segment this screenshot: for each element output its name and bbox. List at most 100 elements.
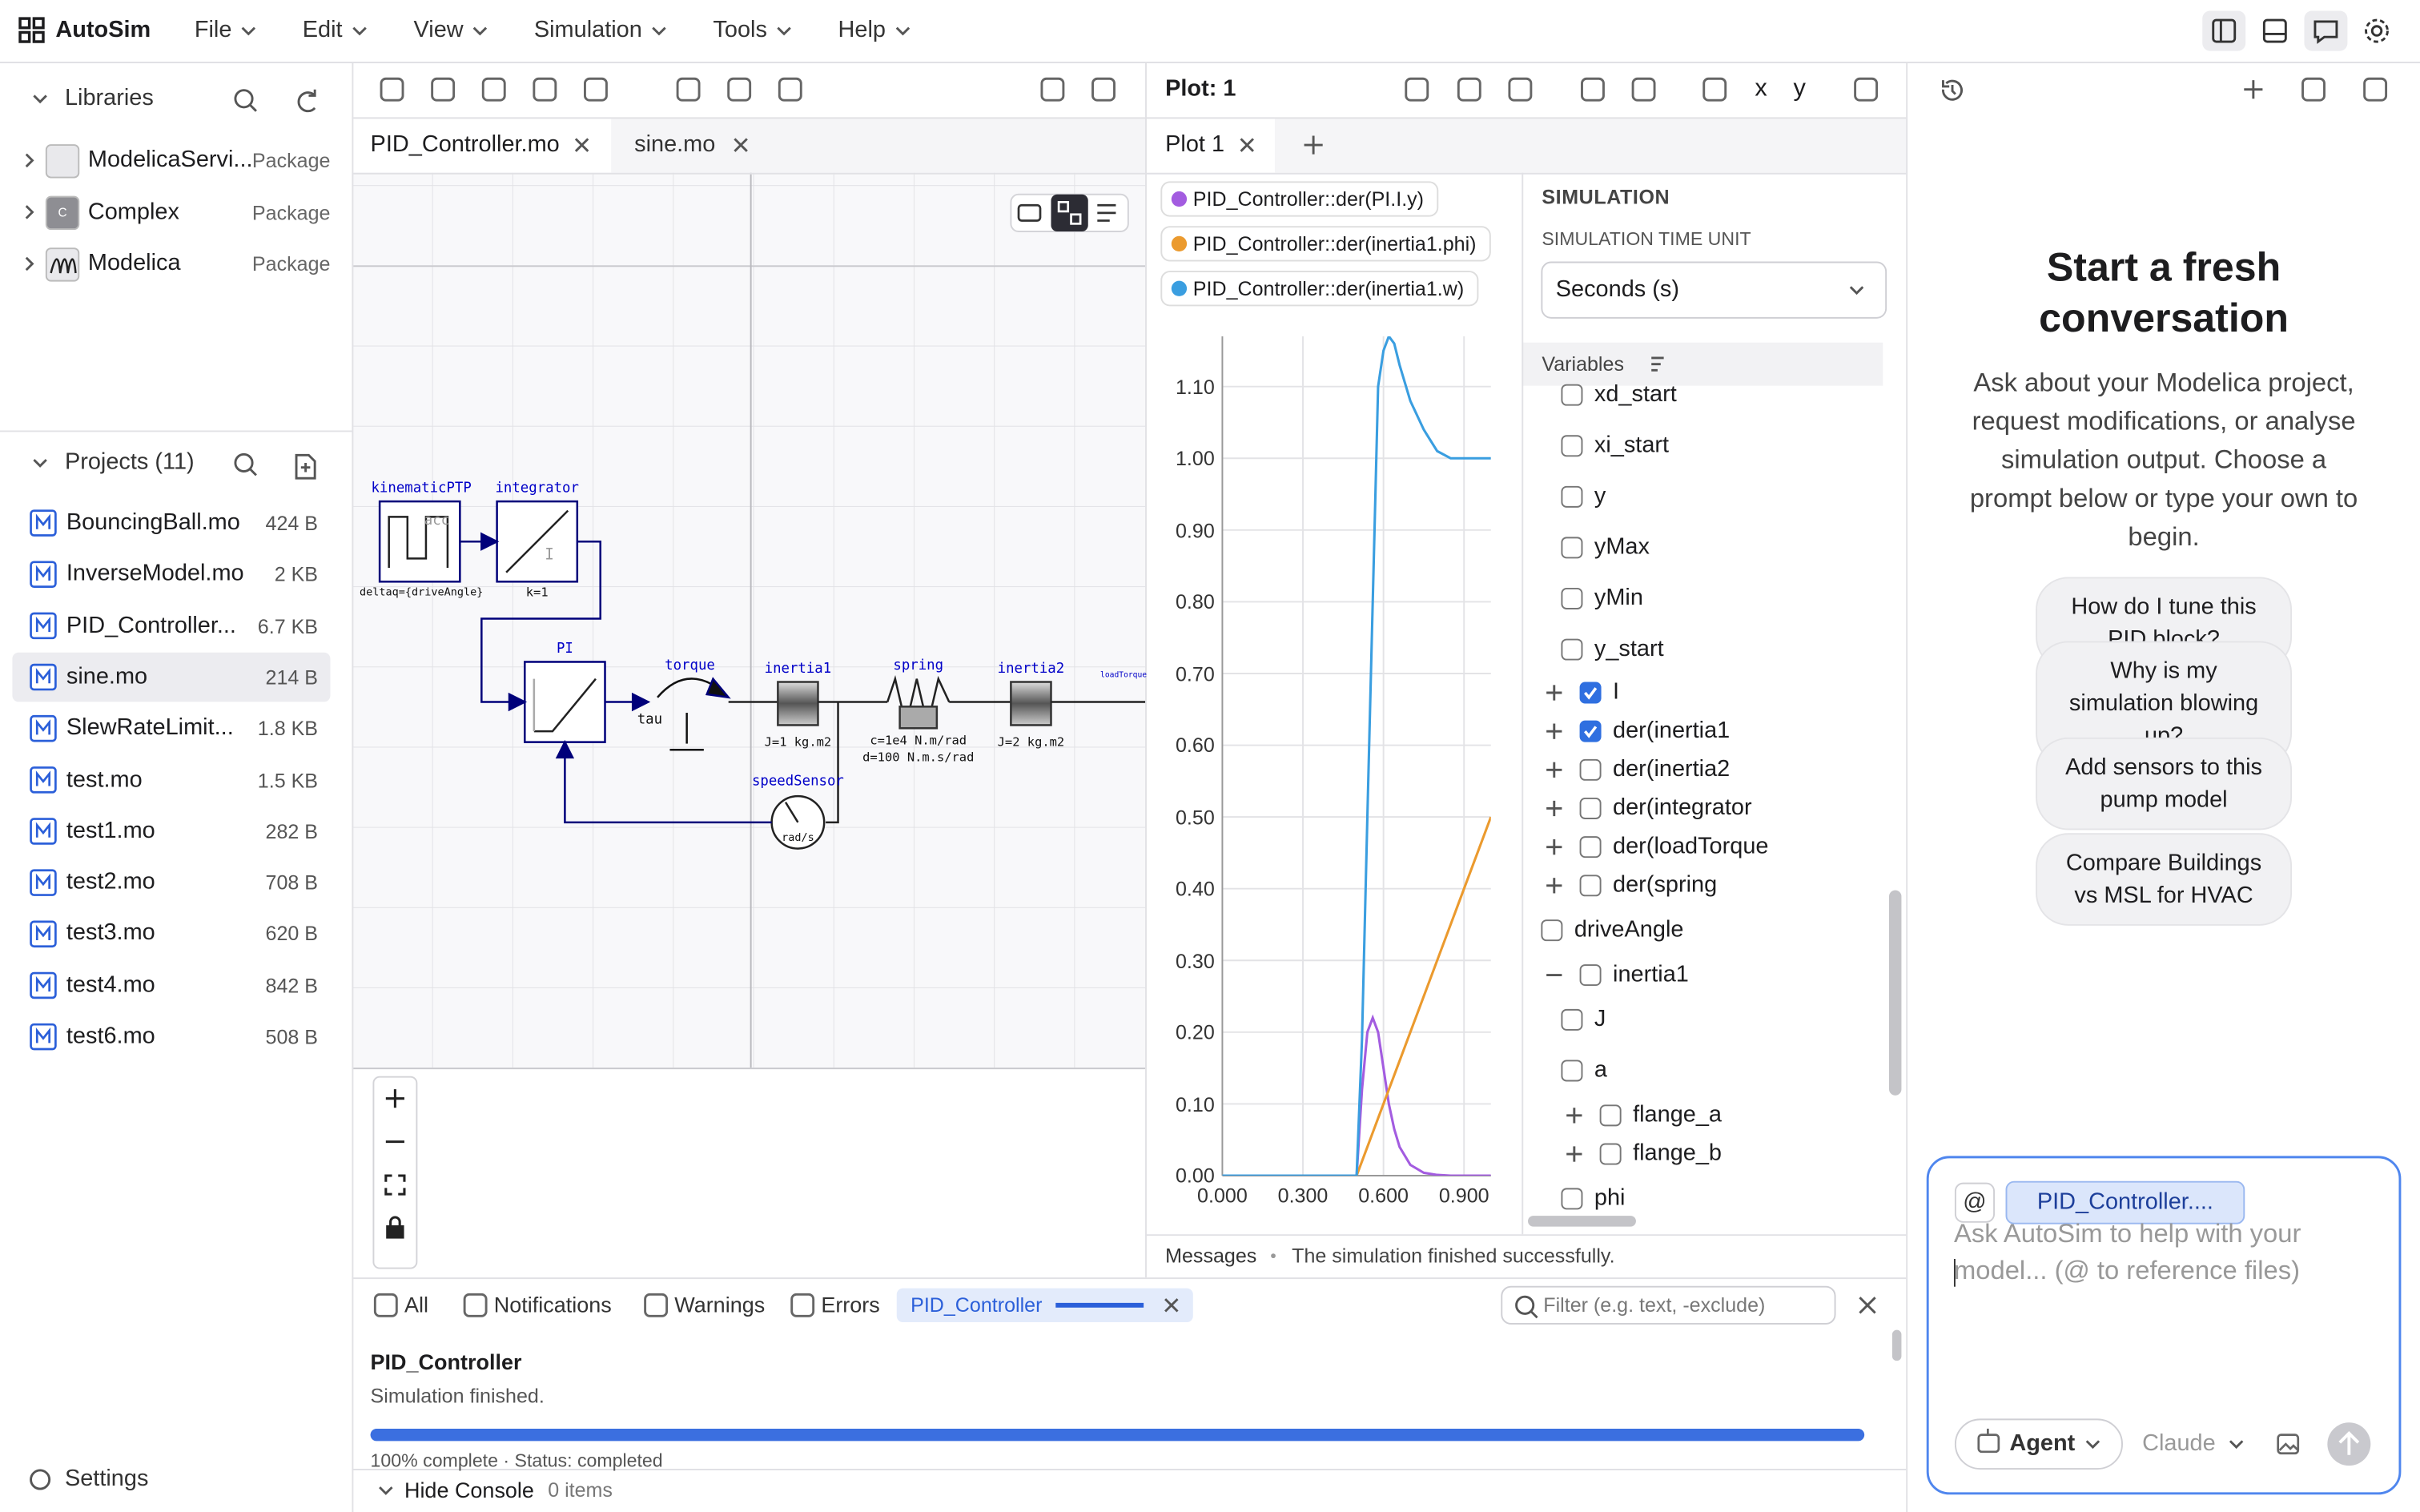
variable-name[interactable]: der(inertia1	[1613, 718, 1730, 746]
menu[interactable]: Help	[838, 17, 886, 45]
library-name[interactable]: ModelicaServi...	[88, 147, 253, 175]
diagram-label: J=1 kg.m2	[765, 735, 832, 749]
file-size: 508 B	[266, 1025, 318, 1048]
file-name[interactable]: InverseModel.mo	[66, 561, 244, 589]
file-size: 424 B	[266, 512, 318, 535]
file-name[interactable]: test1.mo	[66, 818, 155, 846]
x-tick-label: 0.300	[1278, 1184, 1329, 1208]
series-line	[1222, 336, 1490, 1176]
chat-toggle[interactable]	[2304, 10, 2347, 50]
library-name[interactable]: Modelica	[88, 250, 181, 278]
variable-name[interactable]: der(integrator	[1613, 794, 1752, 822]
variable-name[interactable]: der(spring	[1613, 871, 1717, 899]
diagram-label: tau	[637, 713, 662, 728]
section-title: Projects (11)	[65, 449, 195, 477]
console-filter-tab[interactable]: Warnings	[674, 1293, 765, 1318]
file-name[interactable]: BouncingBall.mo	[66, 509, 240, 537]
suggested-prompt[interactable]: Compare Buildings vs MSL for HVAC	[2036, 833, 2292, 926]
variable-name[interactable]: inertia1	[1613, 961, 1689, 989]
input-placeholder: Ask AutoSim to help with your model... (…	[1954, 1216, 2370, 1289]
search-icon	[235, 454, 252, 471]
menu[interactable]: File	[195, 17, 232, 45]
tool-icon	[2303, 78, 2325, 100]
axis-button[interactable]: y	[1794, 75, 1806, 103]
variable-name[interactable]: phi	[1594, 1185, 1626, 1213]
tool-icon	[381, 78, 403, 100]
menu[interactable]: View	[414, 17, 464, 45]
checkbox	[1581, 837, 1601, 857]
checkbox	[1562, 537, 1582, 557]
library-kind: Package	[252, 200, 331, 223]
view-button-active[interactable]	[1051, 195, 1087, 231]
diagram-label: speedSensor	[752, 774, 844, 790]
variable-name[interactable]: yMin	[1594, 585, 1643, 613]
file-size: 842 B	[266, 974, 318, 997]
suggested-prompt[interactable]: Add sensors to this pump model	[2036, 738, 2292, 830]
checkbox	[1562, 640, 1582, 660]
variable-name[interactable]: der(loadTorque	[1613, 833, 1768, 861]
refresh-icon	[299, 90, 315, 111]
file-name[interactable]: test6.mo	[66, 1023, 155, 1051]
editor-tab[interactable]: sine.mo	[634, 131, 715, 159]
checkbox	[1562, 1010, 1582, 1030]
file-name[interactable]: test3.mo	[66, 920, 155, 948]
axis-button[interactable]: x	[1755, 75, 1767, 103]
file-size: 6.7 KB	[258, 614, 318, 637]
y-tick-label: 0.80	[1176, 590, 1215, 613]
variable-name[interactable]: a	[1594, 1057, 1607, 1085]
tool-icon	[645, 1294, 667, 1316]
menu[interactable]: Edit	[303, 17, 343, 45]
file-name[interactable]: test4.mo	[66, 971, 155, 999]
diagram-label: acc	[424, 514, 449, 529]
select-value[interactable]: Seconds (s)	[1556, 276, 1679, 304]
checkbox	[1581, 682, 1601, 702]
variable-name[interactable]: xi_start	[1594, 432, 1669, 460]
legend-entry[interactable]: PID_Controller::der(inertia1.w)	[1160, 271, 1477, 306]
editor-tab[interactable]: PID_Controller.mo	[371, 131, 560, 159]
checkbox	[1581, 965, 1601, 985]
reference-label[interactable]: PID_Controller....	[2037, 1188, 2213, 1215]
console-filter-tab[interactable]: Notifications	[494, 1293, 612, 1318]
library-kind: Package	[252, 252, 331, 275]
file-name[interactable]: SlewRateLimit...	[66, 714, 234, 742]
variable-name[interactable]: I	[1613, 679, 1619, 707]
mode-label[interactable]: Agent	[2009, 1430, 2075, 1458]
library-name[interactable]: Complex	[88, 199, 179, 227]
variable-name[interactable]: driveAngle	[1574, 916, 1684, 944]
file-name[interactable]: sine.mo	[66, 663, 147, 691]
variable-name[interactable]: der(inertia2	[1613, 756, 1730, 784]
hide-console[interactable]: Hide Console	[404, 1478, 534, 1503]
context-button-label[interactable]: @	[1963, 1188, 1986, 1215]
console-filter-tab[interactable]: Errors	[821, 1293, 879, 1318]
variable-name[interactable]: J	[1594, 1006, 1606, 1034]
scrollbar	[1889, 891, 1901, 1096]
legend-entry[interactable]: PID_Controller::der(inertia1.phi)	[1160, 226, 1490, 261]
legend-entry[interactable]: PID_Controller::der(PI.I.y)	[1160, 181, 1437, 216]
console-filter-tab[interactable]: All	[404, 1293, 428, 1318]
file-name[interactable]: PID_Controller...	[66, 612, 236, 640]
file-size: 2 KB	[275, 563, 318, 586]
messages-label: Messages	[1165, 1244, 1256, 1268]
variable-name[interactable]: y	[1594, 483, 1606, 511]
logo	[20, 18, 43, 42]
variable-name[interactable]: flange_b	[1633, 1140, 1722, 1168]
tool-icon	[1093, 78, 1115, 100]
menu[interactable]: Tools	[713, 17, 767, 45]
chevron-down	[243, 28, 255, 34]
model-label[interactable]: Claude	[2142, 1430, 2216, 1458]
variable-name[interactable]: xd_start	[1594, 381, 1677, 409]
variable-name[interactable]: yMax	[1594, 534, 1650, 562]
console-tab-label[interactable]: PID_Controller	[911, 1293, 1042, 1317]
variable-name[interactable]: y_start	[1594, 636, 1664, 664]
plot-tab[interactable]: Plot 1	[1165, 131, 1224, 159]
layout-button[interactable]	[2202, 10, 2245, 50]
checkbox	[1562, 436, 1582, 456]
checkbox	[1581, 875, 1601, 895]
file-name[interactable]: test.mo	[66, 766, 143, 794]
file-size: 282 B	[266, 820, 318, 843]
file-name[interactable]: test2.mo	[66, 869, 155, 897]
chevron-right	[26, 206, 33, 218]
settings[interactable]: Settings	[65, 1466, 148, 1494]
variable-name[interactable]: flange_a	[1633, 1102, 1722, 1130]
menu[interactable]: Simulation	[534, 17, 642, 45]
